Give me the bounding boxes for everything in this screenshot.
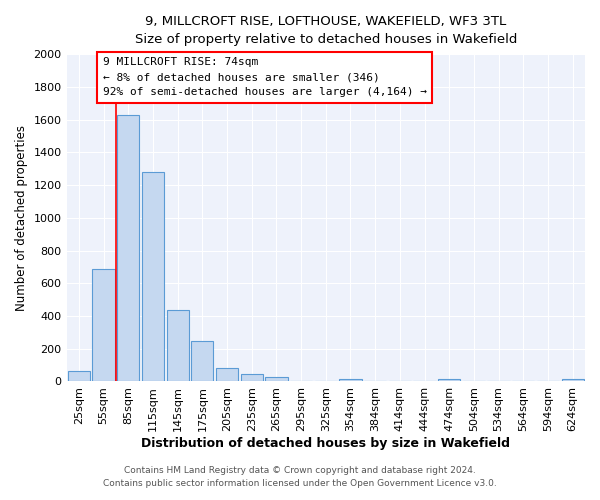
Bar [340,379,362,382]
Bar [562,379,584,382]
Y-axis label: Number of detached properties: Number of detached properties [15,125,28,311]
Title: 9, MILLCROFT RISE, LOFTHOUSE, WAKEFIELD, WF3 3TL
Size of property relative to de: 9, MILLCROFT RISE, LOFTHOUSE, WAKEFIELD,… [134,15,517,46]
Bar [438,379,460,382]
Bar [142,172,164,382]
Text: 9 MILLCROFT RISE: 74sqm
← 8% of detached houses are smaller (346)
92% of semi-de: 9 MILLCROFT RISE: 74sqm ← 8% of detached… [103,58,427,97]
Bar [265,378,287,382]
Bar [92,268,115,382]
Bar [167,310,189,382]
Bar [241,374,263,382]
Bar [68,371,90,382]
Text: Contains HM Land Registry data © Crown copyright and database right 2024.
Contai: Contains HM Land Registry data © Crown c… [103,466,497,487]
Bar [191,340,214,382]
X-axis label: Distribution of detached houses by size in Wakefield: Distribution of detached houses by size … [141,437,510,450]
Bar [117,114,139,382]
Bar [216,368,238,382]
